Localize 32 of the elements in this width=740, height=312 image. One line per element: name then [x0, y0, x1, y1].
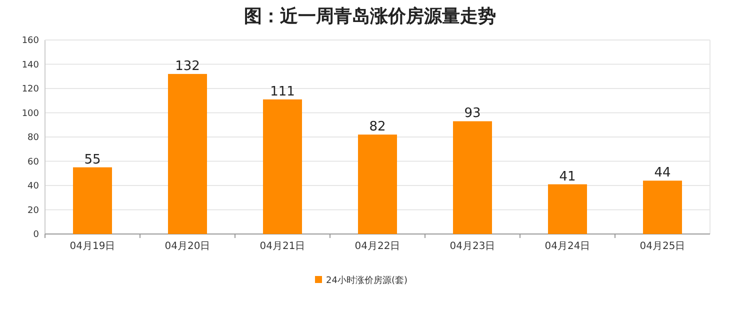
data-label: 44	[654, 166, 671, 181]
data-label: 82	[369, 120, 386, 135]
data-label: 41	[559, 169, 576, 184]
x-tick-label: 04月23日	[450, 241, 496, 252]
data-label: 132	[175, 58, 200, 74]
x-tick-label: 04月25日	[640, 241, 686, 252]
x-tick-label: 04月22日	[354, 241, 400, 252]
y-tick-label: 100	[22, 108, 40, 119]
x-tick-label: 04月19日	[70, 241, 116, 252]
bar	[263, 99, 302, 234]
data-label: 111	[270, 84, 295, 100]
y-tick-label: 120	[22, 84, 40, 94]
bar	[358, 134, 397, 234]
y-tick-label: 20	[28, 206, 40, 216]
x-tick-label: 04月20日	[164, 241, 210, 252]
y-tick-label: 140	[22, 60, 40, 70]
y-tick-label: 160	[22, 36, 40, 46]
y-tick-label: 80	[28, 133, 40, 143]
bar	[548, 184, 587, 234]
y-tick-label: 60	[28, 157, 40, 168]
data-label: 93	[464, 106, 481, 122]
chart-title: 图：近一周青岛涨价房源量走势	[244, 6, 496, 27]
bar	[643, 180, 682, 234]
y-tick-label: 40	[28, 182, 40, 192]
data-label: 55	[84, 152, 101, 168]
y-tick-label: 0	[33, 230, 40, 240]
bar	[453, 121, 492, 234]
bar	[168, 74, 207, 234]
x-tick-label: 04月21日	[260, 241, 306, 252]
legend-label: 24小时涨价房源(套)	[326, 275, 408, 286]
bar	[73, 167, 112, 234]
x-tick-label: 04月24日	[544, 241, 590, 252]
